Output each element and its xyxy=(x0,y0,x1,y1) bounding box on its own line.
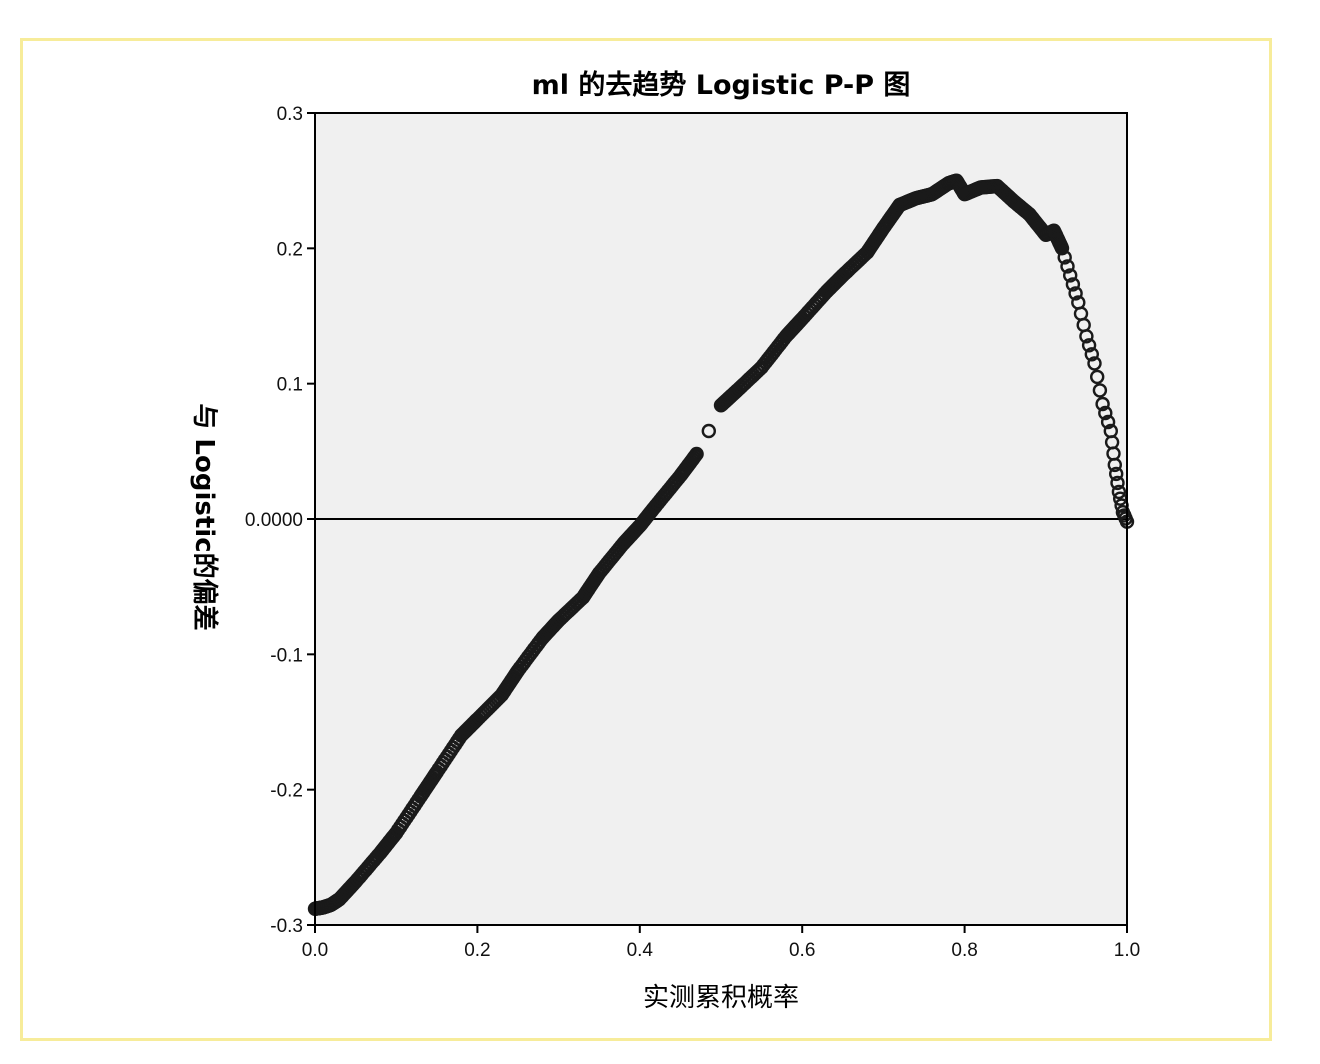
data-point xyxy=(1087,356,1102,371)
x-tick-label: 1.0 xyxy=(1114,940,1140,961)
x-tick-label: 0.4 xyxy=(627,940,654,961)
data-point xyxy=(1062,268,1078,283)
x-tick-label: 0.8 xyxy=(951,940,977,961)
x-axis-ticks: 0.0 0.2 0.4 0.6 0.8 1.0 xyxy=(302,925,1140,961)
data-point xyxy=(701,423,716,439)
y-tick-label: -0.3 xyxy=(270,916,303,937)
data-point xyxy=(1110,475,1125,491)
data-point xyxy=(1060,259,1075,274)
data-point xyxy=(1089,369,1105,385)
data-point xyxy=(1079,329,1094,344)
data-point xyxy=(1100,414,1116,430)
data-point xyxy=(1108,466,1124,482)
chart-title: ml 的去趋势 Logistic P-P 图 xyxy=(531,70,911,101)
data-point xyxy=(1084,347,1100,362)
data-point xyxy=(1111,484,1127,500)
y-tick-label: 0.2 xyxy=(277,239,303,260)
y-axis-ticks: -0.3 -0.2 -0.1 0.0000 0.1 0.2 0.3 xyxy=(245,104,315,937)
data-point xyxy=(1098,405,1113,421)
x-tick-label: 0.2 xyxy=(464,940,490,961)
data-point xyxy=(1095,396,1110,412)
data-point xyxy=(1081,338,1097,353)
data-point xyxy=(1057,250,1072,265)
data-point xyxy=(689,446,704,462)
x-axis-title: 实测累积概率 xyxy=(642,983,799,1013)
data-point xyxy=(1054,241,1070,256)
y-tick-label: -0.2 xyxy=(270,781,303,802)
data-points xyxy=(307,173,1135,916)
y-tick-label: 0.3 xyxy=(277,104,303,125)
x-tick-label: 0.6 xyxy=(789,940,815,961)
data-point xyxy=(1107,457,1123,473)
data-point xyxy=(1092,383,1108,398)
x-tick-label: 0.0 xyxy=(302,940,328,961)
data-point xyxy=(1068,286,1083,301)
y-tick-label: 0.1 xyxy=(277,375,303,396)
y-tick-label: 0.0000 xyxy=(245,510,303,531)
y-tick-label: -0.1 xyxy=(270,645,303,666)
data-point xyxy=(1065,277,1081,292)
